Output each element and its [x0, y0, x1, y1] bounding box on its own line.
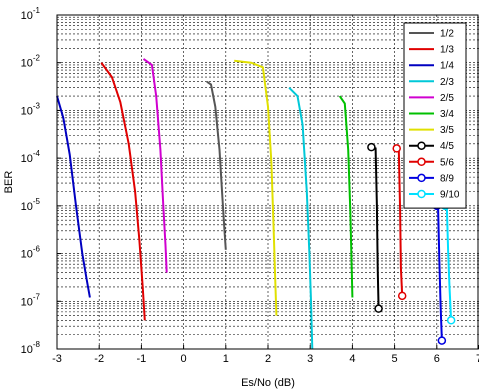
legend-label: 1/4 — [440, 61, 454, 72]
x-tick-label: 1 — [223, 353, 229, 365]
legend-label: 9/10 — [440, 190, 460, 201]
legend-label: 4/5 — [440, 141, 454, 152]
series-line — [142, 58, 168, 273]
y-tick-exponent: -5 — [33, 197, 41, 206]
y-axis-label: BER — [3, 171, 15, 194]
series-marker — [374, 304, 383, 313]
series-line — [56, 95, 91, 298]
series-lines — [56, 58, 456, 350]
series-marker — [397, 291, 407, 301]
series-line — [338, 95, 354, 298]
legend-label: 3/5 — [440, 125, 454, 136]
series-marker — [392, 144, 401, 153]
legend-label: 1/2 — [440, 29, 454, 40]
y-tick-exponent: -4 — [33, 149, 41, 158]
x-tick-label: -2 — [94, 353, 104, 365]
x-tick-label: 7 — [476, 353, 479, 365]
series-line — [234, 59, 278, 316]
legend-label: 3/4 — [440, 109, 454, 120]
legend-label: 1/3 — [440, 45, 454, 56]
x-tick-label: -3 — [52, 353, 62, 365]
legend: 1/2 1/3 1/4 2/3 2/5 3/4 3/5 4/5 5/6 8/9 9/10 — [403, 22, 467, 209]
legend-marker — [417, 189, 426, 199]
y-tick-exponent: -6 — [33, 245, 41, 254]
x-axis-label: Es/No (dB) — [241, 377, 295, 389]
legend-label: 5/6 — [440, 157, 454, 168]
x-tick-label: 4 — [349, 353, 355, 365]
series-line — [288, 86, 314, 350]
x-tick-label: 2 — [265, 353, 271, 365]
legend-marker — [417, 157, 426, 167]
x-tick-label: 5 — [392, 353, 398, 365]
y-tick-exponent: -2 — [33, 54, 41, 63]
series-marker — [446, 316, 456, 325]
legend-box — [403, 22, 467, 209]
x-tick-label: -1 — [137, 353, 147, 365]
y-tick-exponent: -1 — [33, 6, 41, 15]
y-tick-exponent: -3 — [33, 101, 41, 110]
legend-label: 8/9 — [440, 173, 454, 184]
plot-frame — [56, 14, 479, 350]
legend-label: 2/3 — [440, 77, 454, 88]
series-line — [100, 62, 146, 321]
series-marker — [437, 336, 447, 345]
x-tick-label: 3 — [307, 353, 313, 365]
legend-label: 2/5 — [440, 93, 454, 104]
y-tick-exponent: -8 — [33, 340, 41, 349]
y-tick-exponent: -7 — [33, 292, 41, 301]
series-marker — [367, 142, 376, 152]
axis-ticks: -3-2-10123456710-110-210-310-410-510-610… — [21, 6, 479, 365]
x-tick-label: 6 — [434, 353, 440, 365]
legend-marker — [417, 141, 426, 150]
x-tick-label: 0 — [181, 353, 187, 365]
legend-marker — [417, 173, 426, 183]
series-line — [206, 80, 227, 250]
